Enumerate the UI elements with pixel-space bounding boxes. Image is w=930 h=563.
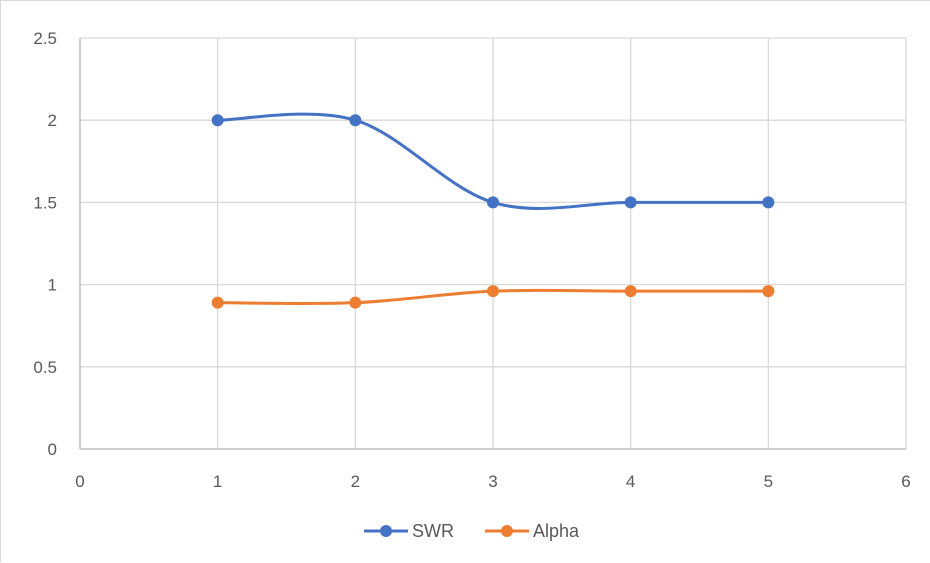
legend-marker-swr bbox=[380, 525, 392, 537]
data-point-swr bbox=[762, 196, 775, 209]
data-point-alpha bbox=[487, 285, 499, 298]
data-point-alpha bbox=[349, 296, 362, 309]
series bbox=[211, 112, 775, 309]
x-tick-label: 5 bbox=[764, 472, 773, 491]
data-point-alpha bbox=[762, 285, 775, 298]
x-tick-label: 2 bbox=[351, 472, 360, 491]
y-tick-label: 0.5 bbox=[33, 358, 57, 377]
y-tick-label: 1 bbox=[48, 276, 57, 295]
x-tick-label: 6 bbox=[901, 472, 910, 491]
x-tick-label: 3 bbox=[488, 472, 497, 491]
axes bbox=[79, 38, 906, 450]
data-point-swr bbox=[211, 114, 224, 127]
data-point-swr bbox=[624, 196, 637, 209]
x-tick-label: 0 bbox=[75, 472, 84, 491]
tick-labels: 0 0.5 1 1.5 2 2.5 0 1 2 3 4 5 6 bbox=[33, 29, 910, 491]
legend-marker-alpha bbox=[501, 525, 513, 537]
data-point-alpha bbox=[211, 296, 224, 309]
data-point-alpha bbox=[624, 285, 637, 298]
x-tick-label: 4 bbox=[626, 472, 635, 491]
data-point-swr bbox=[349, 114, 362, 127]
legend-label-alpha: Alpha bbox=[533, 521, 580, 541]
y-tick-label: 2 bbox=[48, 111, 57, 130]
legend: SWR Alpha bbox=[364, 521, 580, 541]
data-point-swr bbox=[487, 196, 499, 209]
y-tick-label: 0 bbox=[48, 440, 57, 459]
x-tick-label: 1 bbox=[213, 472, 222, 491]
y-tick-label: 2.5 bbox=[33, 29, 57, 48]
legend-label-swr: SWR bbox=[412, 521, 454, 541]
y-tick-label: 1.5 bbox=[33, 193, 57, 212]
gridlines bbox=[80, 37, 907, 449]
